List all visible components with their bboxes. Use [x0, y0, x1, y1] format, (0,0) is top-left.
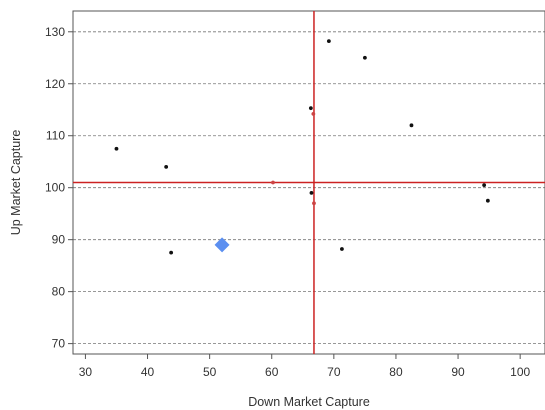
- x-tick-label: 40: [141, 365, 155, 379]
- data-point: [164, 165, 169, 169]
- data-point: [311, 112, 316, 116]
- y-tick-label: 110: [46, 129, 65, 143]
- x-tick-label: 90: [451, 365, 465, 379]
- x-tick-label: 60: [265, 365, 279, 379]
- reference-lines: [73, 11, 545, 354]
- data-point: [169, 250, 174, 255]
- y-tick-label: 90: [52, 233, 66, 247]
- grid: [73, 31, 545, 345]
- data-point-diamond: [214, 237, 230, 253]
- data-point: [482, 183, 487, 187]
- data-point: [271, 180, 275, 185]
- x-tick-label: 100: [510, 365, 530, 379]
- data-point: [308, 106, 313, 111]
- data-point: [114, 146, 119, 151]
- x-axis-title: Down Market Capture: [248, 395, 370, 409]
- y-tick-label: 100: [45, 181, 65, 195]
- data-point: [362, 55, 367, 60]
- y-tick-label: 80: [52, 285, 66, 299]
- data-point: [326, 39, 331, 44]
- x-tick-label: 50: [203, 365, 217, 379]
- y-tick-label: 70: [52, 337, 66, 351]
- y-axis-title: Up Market Capture: [9, 130, 23, 236]
- data-point: [340, 247, 344, 251]
- data-points: [114, 39, 490, 255]
- data-point: [409, 123, 414, 128]
- data-point: [309, 190, 314, 195]
- data-point: [485, 198, 490, 203]
- y-tick-label: 120: [45, 77, 65, 91]
- x-tick-label: 80: [389, 365, 403, 379]
- data-point: [312, 201, 316, 206]
- axes: 70 80 90 100 110 120 130 30 40 50 60 70 80 90 100: [45, 25, 531, 379]
- x-tick-label: 30: [79, 365, 93, 379]
- y-tick-label: 130: [45, 25, 65, 39]
- x-tick-label: 70: [327, 365, 341, 379]
